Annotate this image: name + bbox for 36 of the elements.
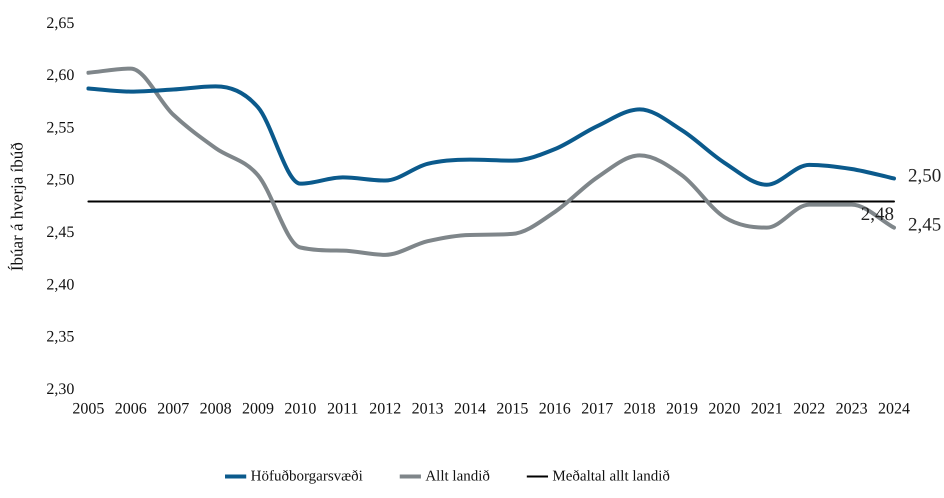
x-tick-label: 2024 xyxy=(878,400,910,418)
x-tick-label: 2007 xyxy=(157,400,190,418)
x-tick-label: 2005 xyxy=(72,400,104,418)
data-label: 2,50 xyxy=(908,165,942,186)
y-tick-label: 2,45 xyxy=(46,224,74,242)
x-tick-label: 2010 xyxy=(284,400,316,418)
y-tick-label: 2,30 xyxy=(46,381,74,398)
x-tick-label: 2016 xyxy=(538,400,571,418)
x-tick-label: 2006 xyxy=(114,400,147,418)
y-tick-label: 2,65 xyxy=(46,14,74,32)
x-tick-label: 2018 xyxy=(624,400,656,418)
x-tick-label: 2021 xyxy=(750,400,783,418)
x-tick-label: 2012 xyxy=(369,400,402,418)
line-series xyxy=(86,84,896,187)
x-tick-label: 2011 xyxy=(327,400,359,418)
x-tick-label: 2023 xyxy=(836,400,868,418)
line-series xyxy=(86,66,896,257)
y-axis-title: Íbúar á hverja íbúð xyxy=(8,142,27,272)
x-tick-label: 2020 xyxy=(708,400,740,418)
legend-label: Höfuðborgarsvæði xyxy=(250,468,363,484)
y-tick-label: 2,55 xyxy=(46,119,74,136)
x-tick-label: 2017 xyxy=(581,400,614,418)
y-tick-label: 2,35 xyxy=(46,328,74,346)
x-tick-label: 2014 xyxy=(454,400,486,418)
legend-label: Meðaltal allt landið xyxy=(552,468,670,484)
x-tick-label: 2008 xyxy=(200,400,232,418)
y-tick-label: 2,40 xyxy=(46,276,74,294)
y-tick-label: 2,50 xyxy=(46,172,74,189)
legend-label: Allt landið xyxy=(425,468,490,484)
x-tick-label: 2022 xyxy=(793,400,826,418)
x-tick-label: 2015 xyxy=(496,400,528,418)
x-tick-label: 2009 xyxy=(242,400,274,418)
y-tick-label: 2,60 xyxy=(46,67,74,84)
x-tick-label: 2013 xyxy=(412,400,444,418)
data-label: 2,45 xyxy=(908,214,942,236)
x-tick-label: 2019 xyxy=(666,400,698,418)
